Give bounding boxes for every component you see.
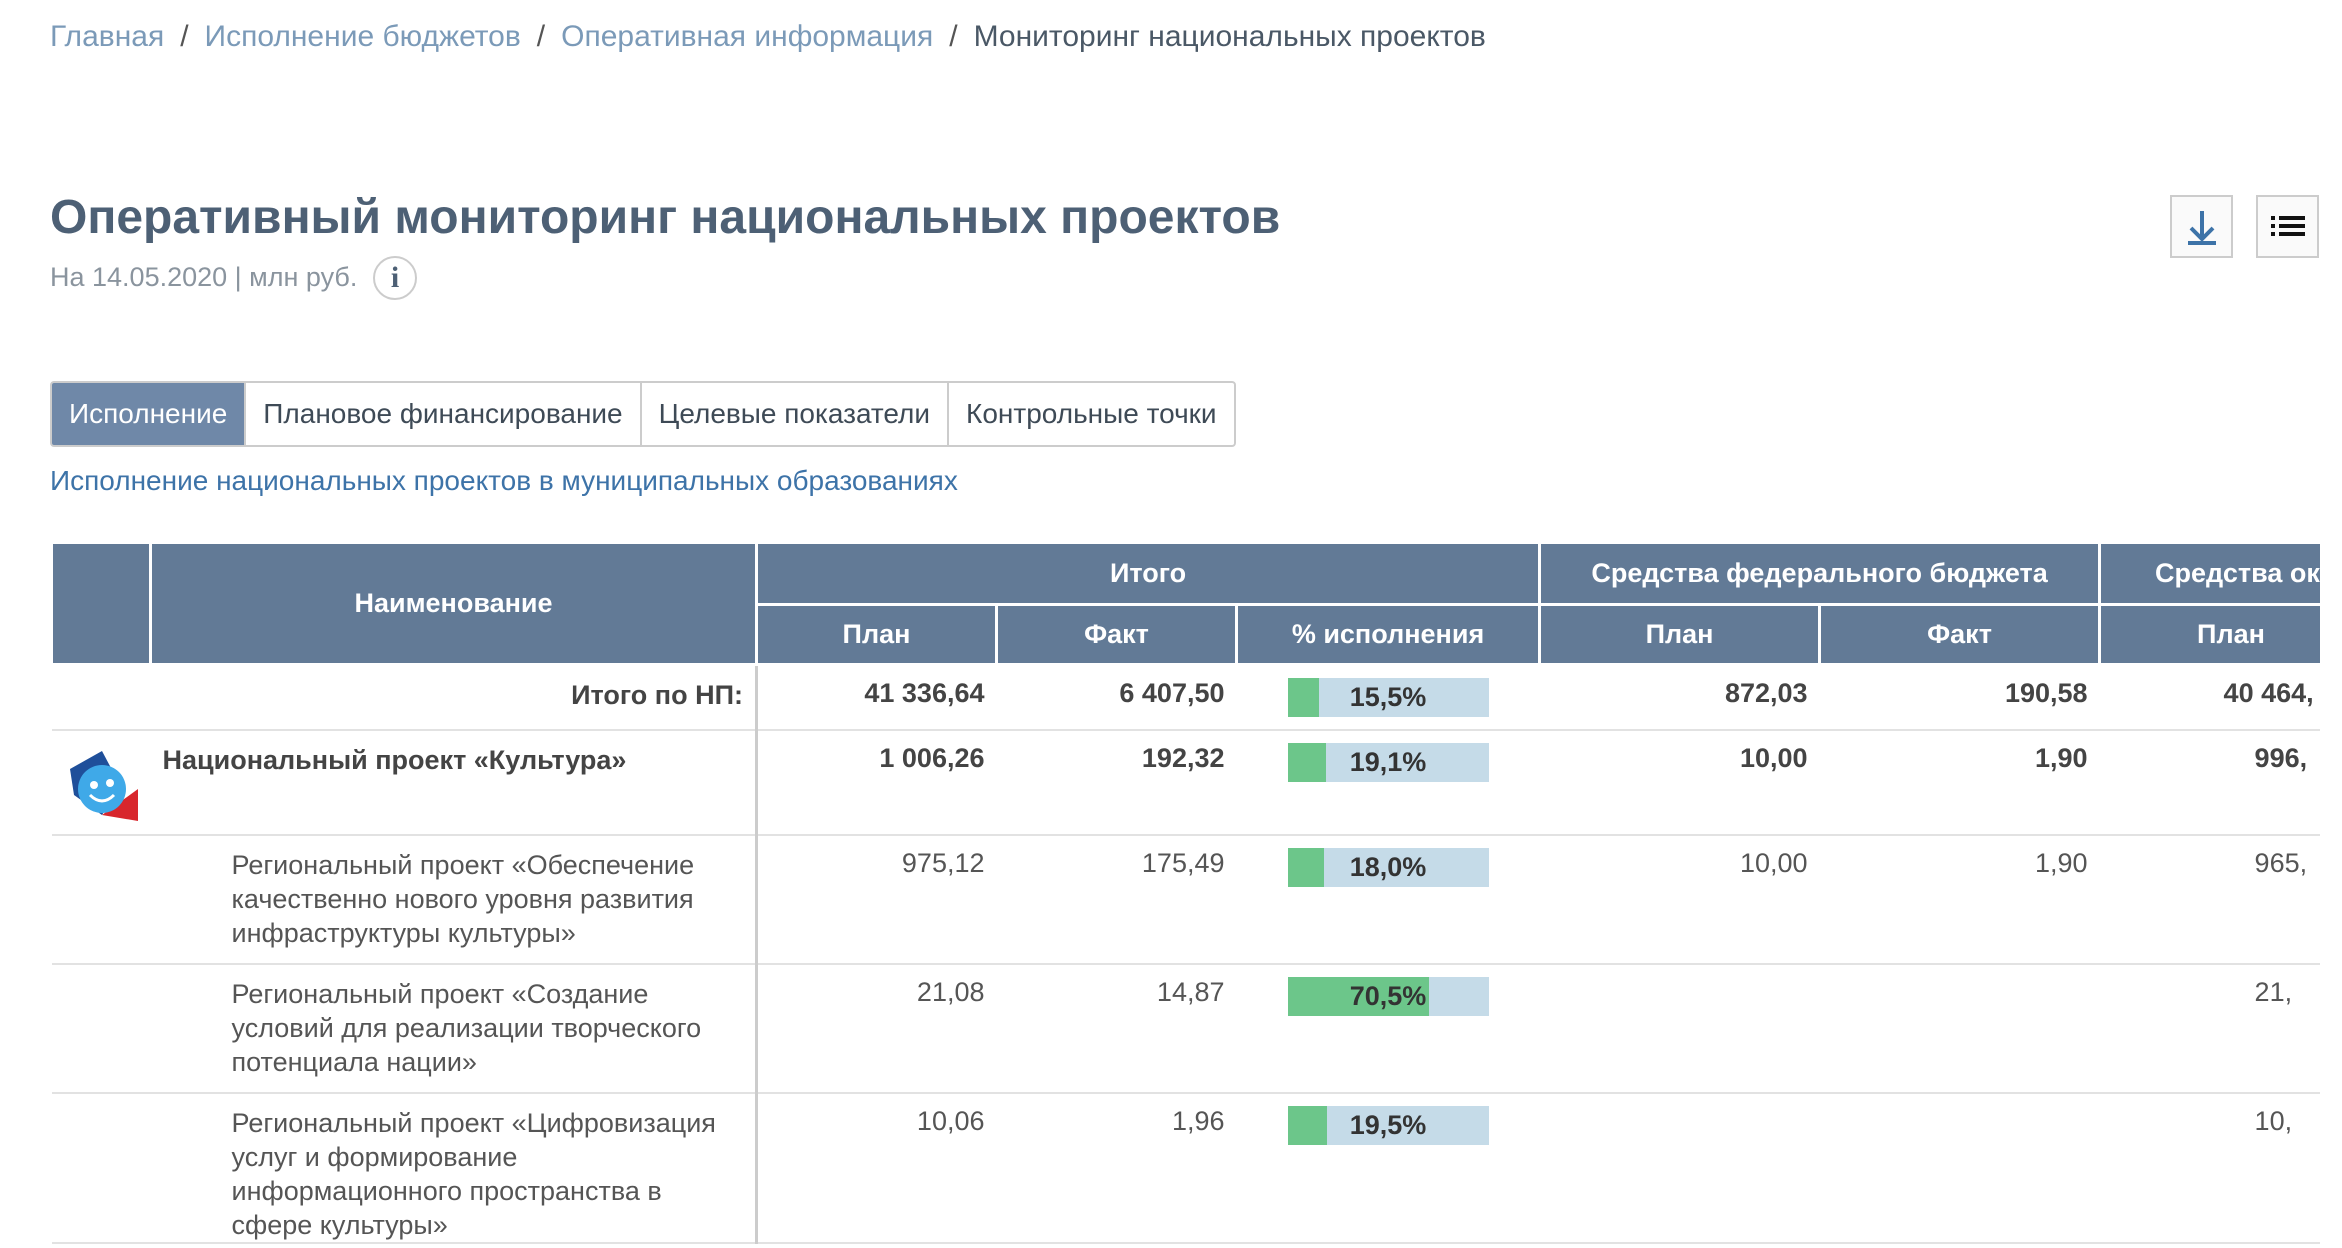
plan-cell: 41 336,64 (756, 664, 997, 731)
breadcrumb[interactable]: Оперативная информация (561, 20, 934, 53)
breadcrumb[interactable]: Главная (50, 20, 165, 53)
percent-label: 18,0% (1349, 852, 1427, 882)
percent-fill (1287, 743, 1326, 782)
header-cell (50, 544, 152, 666)
project-icon (69, 751, 138, 821)
fact-cell: 192,32 (996, 730, 1237, 836)
federal-fact-cell: 190,58 (1819, 664, 2100, 731)
federal-fact-cell (1819, 1093, 2100, 1244)
header-cell: План (1538, 604, 1822, 666)
icon-cell (51, 964, 151, 1094)
tab[interactable]: Исполнение (52, 383, 247, 445)
percent-fill (1287, 848, 1324, 887)
percent-label: 15,5% (1349, 681, 1427, 712)
name-cell: Региональный проект «Обеспечение качеств… (150, 835, 758, 965)
percent-cell: 19,1% (1236, 730, 1540, 836)
table: Наименование Итого Средства федерального б… (50, 544, 2320, 1244)
federal-plan-cell (1539, 1093, 1820, 1244)
plan-cell: 10,06 (756, 1093, 997, 1244)
federal-fact-cell: 1,90 (1819, 835, 2100, 965)
table-wrap: Наименование Итого Средства федерального б… (50, 544, 2320, 1248)
plan-cell: 975,12 (756, 835, 997, 965)
tab[interactable]: Целевые показатели (642, 383, 950, 445)
percent-fill (1287, 1106, 1327, 1145)
percent-bar: 19,1% (1287, 743, 1489, 782)
name-cell: Итого по НП: (150, 664, 758, 731)
icon-cell (51, 730, 151, 836)
fact-cell: 6 407,50 (996, 664, 1237, 731)
breadcrumb[interactable]: Исполнение бюджетов (204, 20, 521, 53)
federal-plan-cell: 10,00 (1539, 730, 1820, 836)
table-row: Региональный проект «Создание условий дл… (51, 964, 2320, 1094)
federal-plan-cell (1539, 964, 1820, 1094)
percent-bar: 15,5% (1287, 677, 1489, 717)
table-row: Региональный проект «Цифровизация услуг … (51, 1093, 2320, 1244)
header-cell: План (755, 604, 998, 666)
fact-cell: 1,96 (996, 1093, 1237, 1244)
percent-bar: 70,5% (1287, 977, 1489, 1016)
other-plan-cell: 40 464, (2099, 664, 2320, 731)
table-row: Региональный проект «Обеспечение качеств… (51, 835, 2320, 965)
federal-fact-cell: 1,90 (1819, 730, 2100, 836)
percent-fill (1287, 677, 1319, 717)
percent-label: 70,5% (1349, 981, 1427, 1011)
other-plan-cell: 10, (2099, 1093, 2320, 1244)
plan-cell: 1 006,26 (756, 730, 997, 836)
percent-bar: 19,5% (1287, 1106, 1489, 1145)
header-cell: План (2098, 604, 2320, 666)
percent-cell: 18,0% (1236, 835, 1540, 965)
page-title: Оперативный мониторинг национальных прое… (50, 191, 1281, 244)
table-row: Итого по НП: 41 336,64 6 407,50 15,5% 872,03… (51, 664, 2320, 731)
header-cell: % исполнения (1234, 604, 1542, 666)
breadcrumbs: Главная / Исполнение бюджетов / Оперативная … (50, 20, 1486, 53)
icon-cell (51, 835, 151, 965)
header-cell: Средства ок (2098, 544, 2320, 606)
list-icon (2271, 216, 2305, 236)
table-row: Национальный проект «Культура» 1 006,26 19… (51, 730, 2320, 836)
percent-label: 19,5% (1349, 1110, 1427, 1140)
subtitle: На 14.05.2020 | млн руб. (50, 262, 358, 292)
header-cell: Итого (754, 544, 1542, 606)
other-plan-cell: 996, (2099, 730, 2320, 836)
other-plan-cell: 965, (2099, 835, 2320, 965)
tab[interactable]: Плановое финансирование (246, 383, 642, 445)
icon-cell (51, 1093, 151, 1244)
header-cell: Наименование (149, 544, 758, 666)
municipal-link[interactable]: Исполнение национальных проектов в муниц… (50, 465, 958, 496)
download-icon (2188, 211, 2216, 245)
header-cell: Факт (1818, 604, 2102, 666)
other-plan-cell: 21, (2099, 964, 2320, 1094)
percent-cell: 70,5% (1236, 964, 1540, 1094)
tabs: Исполнение Плановое финансирование Целев… (50, 381, 1236, 447)
icon-cell (51, 664, 151, 731)
fact-cell: 14,87 (996, 964, 1237, 1094)
name-cell: Национальный проект «Культура» (150, 730, 758, 836)
federal-plan-cell: 10,00 (1539, 835, 1820, 965)
list-button[interactable] (2256, 195, 2319, 258)
header-cell: Факт (995, 604, 1238, 666)
name-cell: Региональный проект «Цифровизация услуг … (150, 1093, 758, 1244)
percent-cell: 19,5% (1236, 1093, 1540, 1244)
fact-cell: 175,49 (996, 835, 1237, 965)
percent-label: 19,1% (1349, 747, 1427, 777)
name-cell: Региональный проект «Создание условий дл… (150, 964, 758, 1094)
percent-fill (1287, 977, 1430, 1016)
federal-fact-cell (1819, 964, 2100, 1094)
percent-cell: 15,5% (1236, 664, 1540, 731)
header-cell: Средства федерального бюджета (1538, 544, 2102, 606)
federal-plan-cell: 872,03 (1539, 664, 1820, 731)
download-button[interactable] (2170, 195, 2233, 258)
breadcrumb-current: Мониторинг национальных проектов (973, 20, 1486, 53)
plan-cell: 21,08 (756, 964, 997, 1094)
percent-bar: 18,0% (1287, 848, 1489, 887)
tab[interactable]: Контрольные точки (966, 398, 1217, 429)
info-button[interactable]: i (373, 256, 417, 300)
